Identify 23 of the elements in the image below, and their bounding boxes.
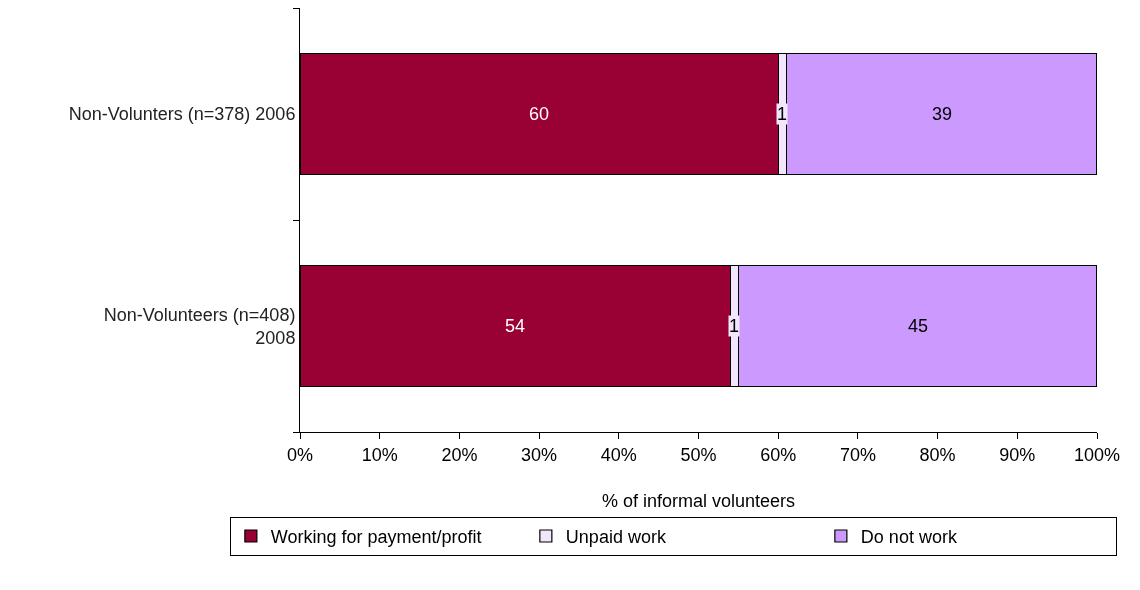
x-tick-label: 90% [999,444,1036,465]
y-tick-label: Non-Volunters (n=378) 2006 [68,104,296,125]
x-tick-label: 70% [839,444,876,465]
y-tick-label: Non-Volunteers (n=408) 2008 [103,304,296,348]
x-tick-label: 40% [600,444,637,465]
legend-label: Working for payment/profit [270,527,482,548]
x-tick-label: 60% [760,444,797,465]
legend-label: Do not work [860,527,958,548]
data-label: 39 [932,104,953,124]
x-tick-label: 20% [441,444,478,465]
data-label: 60 [529,104,550,124]
data-label: 1 [777,104,788,124]
x-tick-label: 50% [680,444,717,465]
x-tick-label: 10% [361,444,398,465]
data-label: 54 [505,316,526,336]
x-tick-label: 100% [1073,444,1121,465]
legend-label: Unpaid work [565,527,667,548]
data-label: 1 [729,316,740,336]
data-label: 45 [908,316,929,336]
x-axis-title: % of informal volunteers [601,490,796,511]
x-tick-label: 0% [286,444,314,465]
x-tick-label: 80% [919,444,956,465]
x-tick-label: 30% [521,444,558,465]
